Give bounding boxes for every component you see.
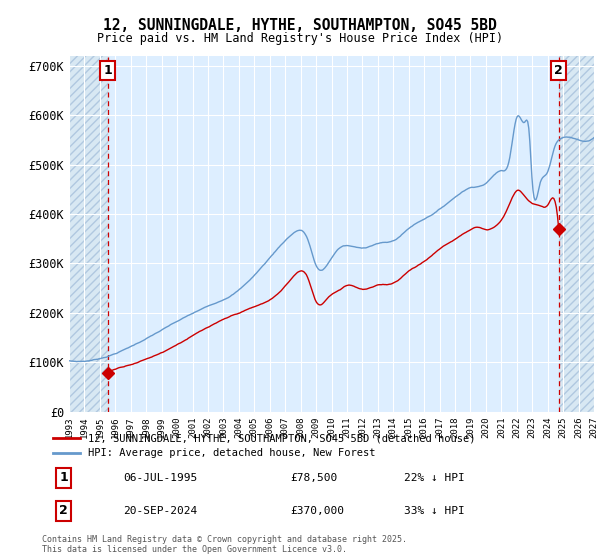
Bar (559, 56, 594, 412)
Text: 1: 1 (59, 471, 68, 484)
Text: 20-SEP-2024: 20-SEP-2024 (123, 506, 197, 516)
Bar (559, 56, 594, 412)
Text: 33% ↓ HPI: 33% ↓ HPI (404, 506, 464, 516)
Text: 1: 1 (103, 64, 112, 77)
Text: Price paid vs. HM Land Registry's House Price Index (HPI): Price paid vs. HM Land Registry's House … (97, 31, 503, 45)
Text: £78,500: £78,500 (290, 473, 338, 483)
Text: HPI: Average price, detached house, New Forest: HPI: Average price, detached house, New … (88, 448, 376, 458)
Text: 12, SUNNINGDALE, HYTHE, SOUTHAMPTON, SO45 5BD: 12, SUNNINGDALE, HYTHE, SOUTHAMPTON, SO4… (103, 18, 497, 32)
Bar (69, 56, 108, 412)
Bar (69, 56, 108, 412)
Text: £370,000: £370,000 (290, 506, 344, 516)
Text: 22% ↓ HPI: 22% ↓ HPI (404, 473, 464, 483)
Text: 12, SUNNINGDALE, HYTHE, SOUTHAMPTON, SO45 5BD (detached house): 12, SUNNINGDALE, HYTHE, SOUTHAMPTON, SO4… (88, 433, 475, 444)
Text: 2: 2 (59, 504, 68, 517)
Text: 2: 2 (554, 64, 563, 77)
Text: Contains HM Land Registry data © Crown copyright and database right 2025.
This d: Contains HM Land Registry data © Crown c… (42, 535, 407, 554)
Text: 06-JUL-1995: 06-JUL-1995 (123, 473, 197, 483)
